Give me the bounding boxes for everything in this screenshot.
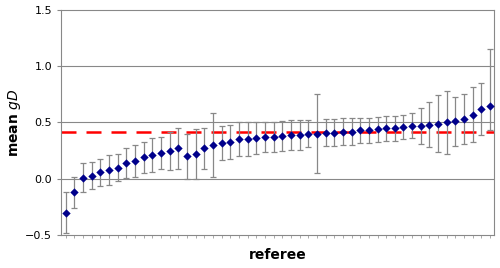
Point <box>348 129 356 134</box>
Point <box>261 135 269 139</box>
Point <box>322 131 330 135</box>
Point <box>79 176 87 180</box>
Point <box>278 134 286 138</box>
Point <box>105 168 113 172</box>
Point <box>270 135 278 139</box>
X-axis label: referee: referee <box>249 248 307 262</box>
Point <box>460 117 468 121</box>
Point <box>296 133 304 137</box>
Point <box>304 132 312 136</box>
Point <box>382 126 390 130</box>
Point <box>252 136 260 140</box>
Point <box>478 107 486 111</box>
Point <box>391 126 399 130</box>
Point <box>218 141 226 145</box>
Point <box>374 127 382 131</box>
Point <box>226 140 234 144</box>
Point <box>62 211 70 215</box>
Point <box>330 131 338 135</box>
Point <box>452 119 460 124</box>
Point <box>174 146 182 151</box>
Point <box>70 190 78 195</box>
Point <box>122 161 130 165</box>
Point <box>313 132 321 136</box>
Point <box>400 125 407 129</box>
Point <box>96 170 104 174</box>
Point <box>434 121 442 126</box>
Point <box>244 137 252 142</box>
Point <box>140 155 147 160</box>
Point <box>408 124 416 128</box>
Point <box>200 146 208 151</box>
Point <box>88 173 96 178</box>
Point <box>148 153 156 157</box>
Point <box>157 151 165 155</box>
Point <box>287 133 295 137</box>
Point <box>469 112 477 117</box>
Y-axis label: mean $\it{gD}$: mean $\it{gD}$ <box>6 88 22 157</box>
Point <box>209 143 217 147</box>
Point <box>235 137 243 142</box>
Point <box>183 154 191 158</box>
Point <box>131 159 139 163</box>
Point <box>426 122 434 127</box>
Point <box>339 129 347 134</box>
Point <box>365 128 373 132</box>
Point <box>443 120 451 125</box>
Point <box>114 166 122 170</box>
Point <box>356 128 364 132</box>
Point <box>166 148 173 153</box>
Point <box>417 124 425 128</box>
Point <box>192 152 200 156</box>
Point <box>486 103 494 108</box>
